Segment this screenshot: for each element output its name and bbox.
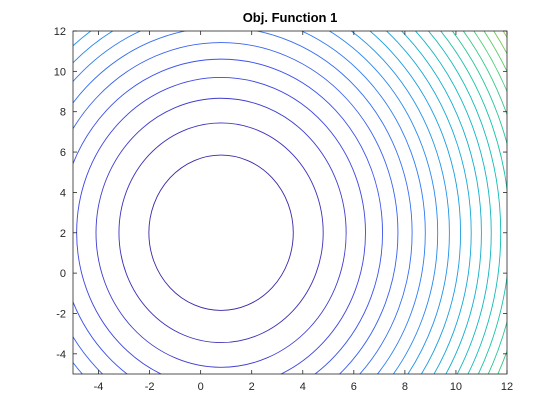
- x-tick-label: 8: [402, 381, 408, 393]
- plot-area: [73, 31, 507, 374]
- y-tick-label: 12: [54, 26, 66, 38]
- y-tick-label: 0: [60, 268, 66, 280]
- contour-level-8: [73, 31, 439, 374]
- axes-box: [72, 30, 508, 375]
- x-tick-label: 12: [501, 381, 513, 393]
- contour-level-13: [414, 31, 492, 374]
- contour-level-12: [400, 31, 482, 374]
- y-tick-label: 6: [60, 147, 66, 159]
- y-tick-label: -4: [56, 349, 66, 361]
- x-tick-label: 0: [198, 381, 204, 393]
- contour-level-2: [95, 97, 347, 368]
- contour-level-6: [73, 31, 413, 374]
- contour-level-0: [148, 154, 294, 311]
- x-tick-label: 6: [351, 381, 357, 393]
- contour-level-9: [73, 31, 450, 374]
- contour-level-14: [427, 31, 502, 374]
- x-tick-label: 4: [300, 381, 306, 393]
- y-tick-label: 4: [60, 187, 66, 199]
- x-tick-label: 2: [249, 381, 255, 393]
- contour-level-7: [73, 31, 426, 374]
- y-tick-label: 2: [60, 228, 66, 240]
- y-axis: -4 -2 0 2 4 6 8 10 12: [54, 26, 507, 361]
- contour-level-5: [73, 42, 399, 374]
- x-axis: -4 -2 0 2 4 6 8 10 12: [94, 31, 513, 393]
- y-tick-label: 10: [54, 66, 66, 78]
- contour-level-1: [118, 122, 324, 344]
- x-tick-label: -4: [94, 381, 104, 393]
- x-tick-label: -2: [145, 381, 155, 393]
- x-tick-label: 10: [450, 381, 462, 393]
- y-tick-label: 8: [60, 107, 66, 119]
- y-tick-label: -2: [56, 308, 66, 320]
- contour-level-10: [369, 31, 461, 374]
- chart-title: Obj. Function 1: [243, 10, 338, 25]
- contour-level-11: [385, 31, 472, 374]
- contour-level-4: [73, 58, 383, 374]
